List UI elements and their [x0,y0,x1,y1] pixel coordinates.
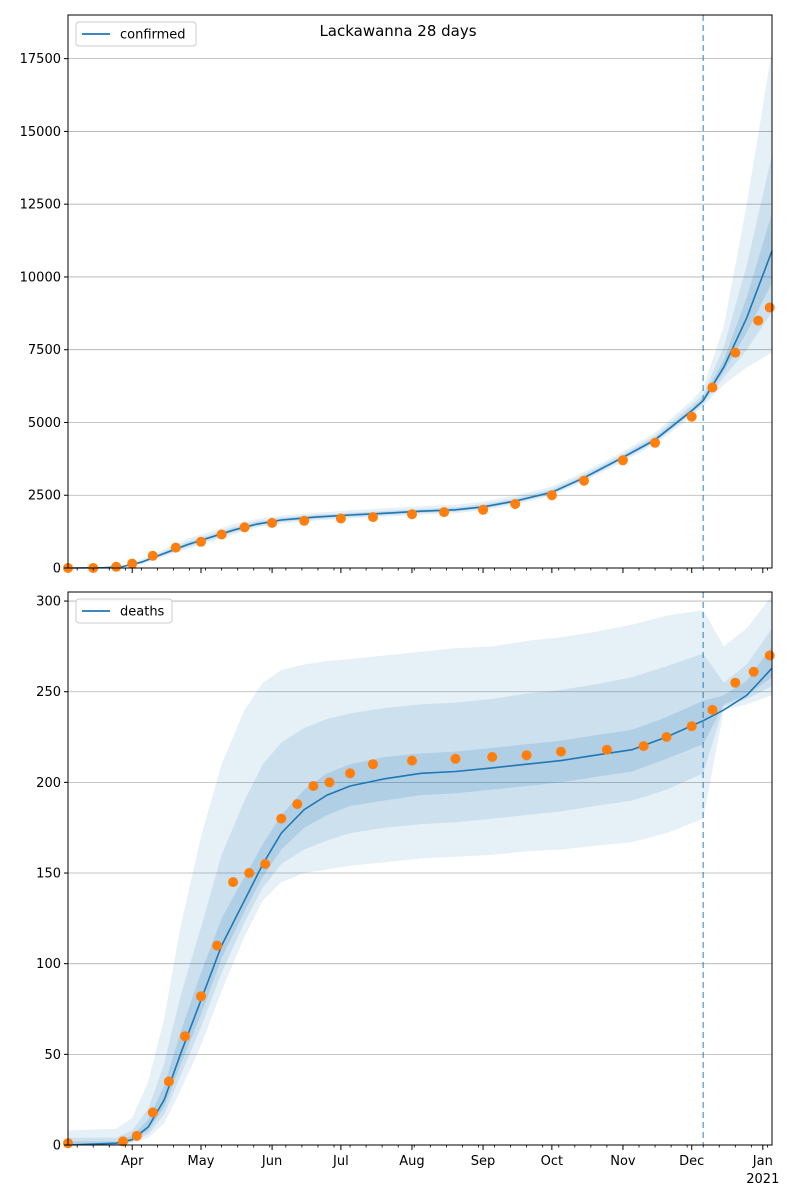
x-tick-label: Jul [332,1154,349,1169]
observed-point [730,347,741,358]
observed-point [308,781,319,791]
band-outer [68,595,772,1145]
x-tick-label: Aug [399,1154,424,1169]
observed-point [260,859,271,869]
observed-point [617,455,628,466]
observed-point [764,650,775,661]
observed-point [521,750,532,761]
observed-point [127,558,138,569]
observed-point [147,550,158,561]
band-middle [68,154,772,568]
observed-point [212,940,223,951]
observed-point [707,704,718,715]
observed-point [180,1031,190,1042]
chart-title: Lackawanna 28 days [319,22,476,40]
observed-point [407,755,417,766]
observed-point [748,666,759,677]
observed-point [450,753,461,764]
x-year-label: 2021 [746,1172,779,1187]
x-tick-label: Nov [610,1154,636,1169]
legend-label: confirmed [120,28,186,43]
legend-box [75,598,173,624]
x-tick-label: Jan [752,1154,773,1169]
y-tick-label: 50 [44,1048,61,1063]
observed-point [216,529,227,540]
observed-point [170,542,181,553]
y-tick-label: 0 [53,1139,61,1154]
observed-point [131,1130,142,1141]
observed-point [707,382,718,393]
observed-point [439,507,450,518]
observed-point [753,315,764,326]
observed-point [111,561,122,572]
observed-point [368,759,378,770]
plot-frame [67,591,773,1146]
observed-point [686,721,697,732]
observed-point [267,517,278,528]
observed-point [487,752,498,762]
observed-point [638,741,649,752]
observed-point [686,411,697,422]
band-outer [68,49,772,568]
y-tick-label: 300 [36,595,61,610]
observed-point [650,437,660,448]
observed-point [299,515,310,526]
y-tick-label: 100 [36,957,61,972]
y-tick-label: 150 [36,867,61,882]
observed-point [730,677,741,688]
y-tick-label: 17500 [20,52,61,67]
observed-point [579,475,589,486]
y-tick-label: 15000 [20,125,61,140]
x-tick-label: Apr [121,1154,144,1169]
observed-point [196,991,206,1002]
observed-point [228,877,239,888]
observed-point [556,746,566,757]
observed-point [335,513,346,524]
observed-point [368,512,378,523]
y-tick-label: 7500 [28,343,61,358]
legend-label: deaths [120,605,165,620]
observed-point [661,732,672,742]
x-tick-label: Dec [679,1154,704,1169]
y-tick-label: 200 [36,776,61,791]
plot-frame [67,14,773,569]
observed-point [239,522,250,533]
y-tick-label: 10000 [20,270,61,285]
y-tick-label: 0 [53,562,61,577]
observed-point [292,799,303,810]
observed-point [163,1076,174,1087]
model-line [67,250,773,569]
observed-point [601,744,612,755]
legend-box [75,21,197,47]
x-tick-label: Oct [541,1154,563,1169]
y-tick-label: 250 [36,685,61,700]
observed-point [276,813,287,824]
observed-point [546,490,557,501]
observed-point [764,302,775,313]
observed-point [118,1136,128,1147]
observed-point [244,868,255,878]
band-inner [68,646,772,1145]
y-tick-label: 2500 [28,489,61,504]
observed-point [147,1107,158,1118]
observed-point [510,499,521,509]
observed-point [345,768,356,779]
band-middle [68,628,772,1145]
observed-point [478,504,489,515]
y-tick-label: 12500 [20,198,61,213]
observed-point [407,509,417,520]
y-tick-label: 5000 [28,416,61,431]
x-tick-label: May [188,1154,215,1169]
panel-2: 0 50 100 150 200 250 300 Apr May Jun Jul Aug Sep Oct N… [36,591,779,1187]
legend: deaths [75,598,173,624]
x-tick-label: Sep [471,1154,496,1169]
x-tick-label: Jun [261,1154,282,1169]
panel-1: 0 2500 5000 7500 10000 12500 15000 17500 Lackawa… [20,14,775,577]
observed-point [324,777,335,788]
observed-point [196,536,206,547]
legend: confirmed [75,21,197,47]
